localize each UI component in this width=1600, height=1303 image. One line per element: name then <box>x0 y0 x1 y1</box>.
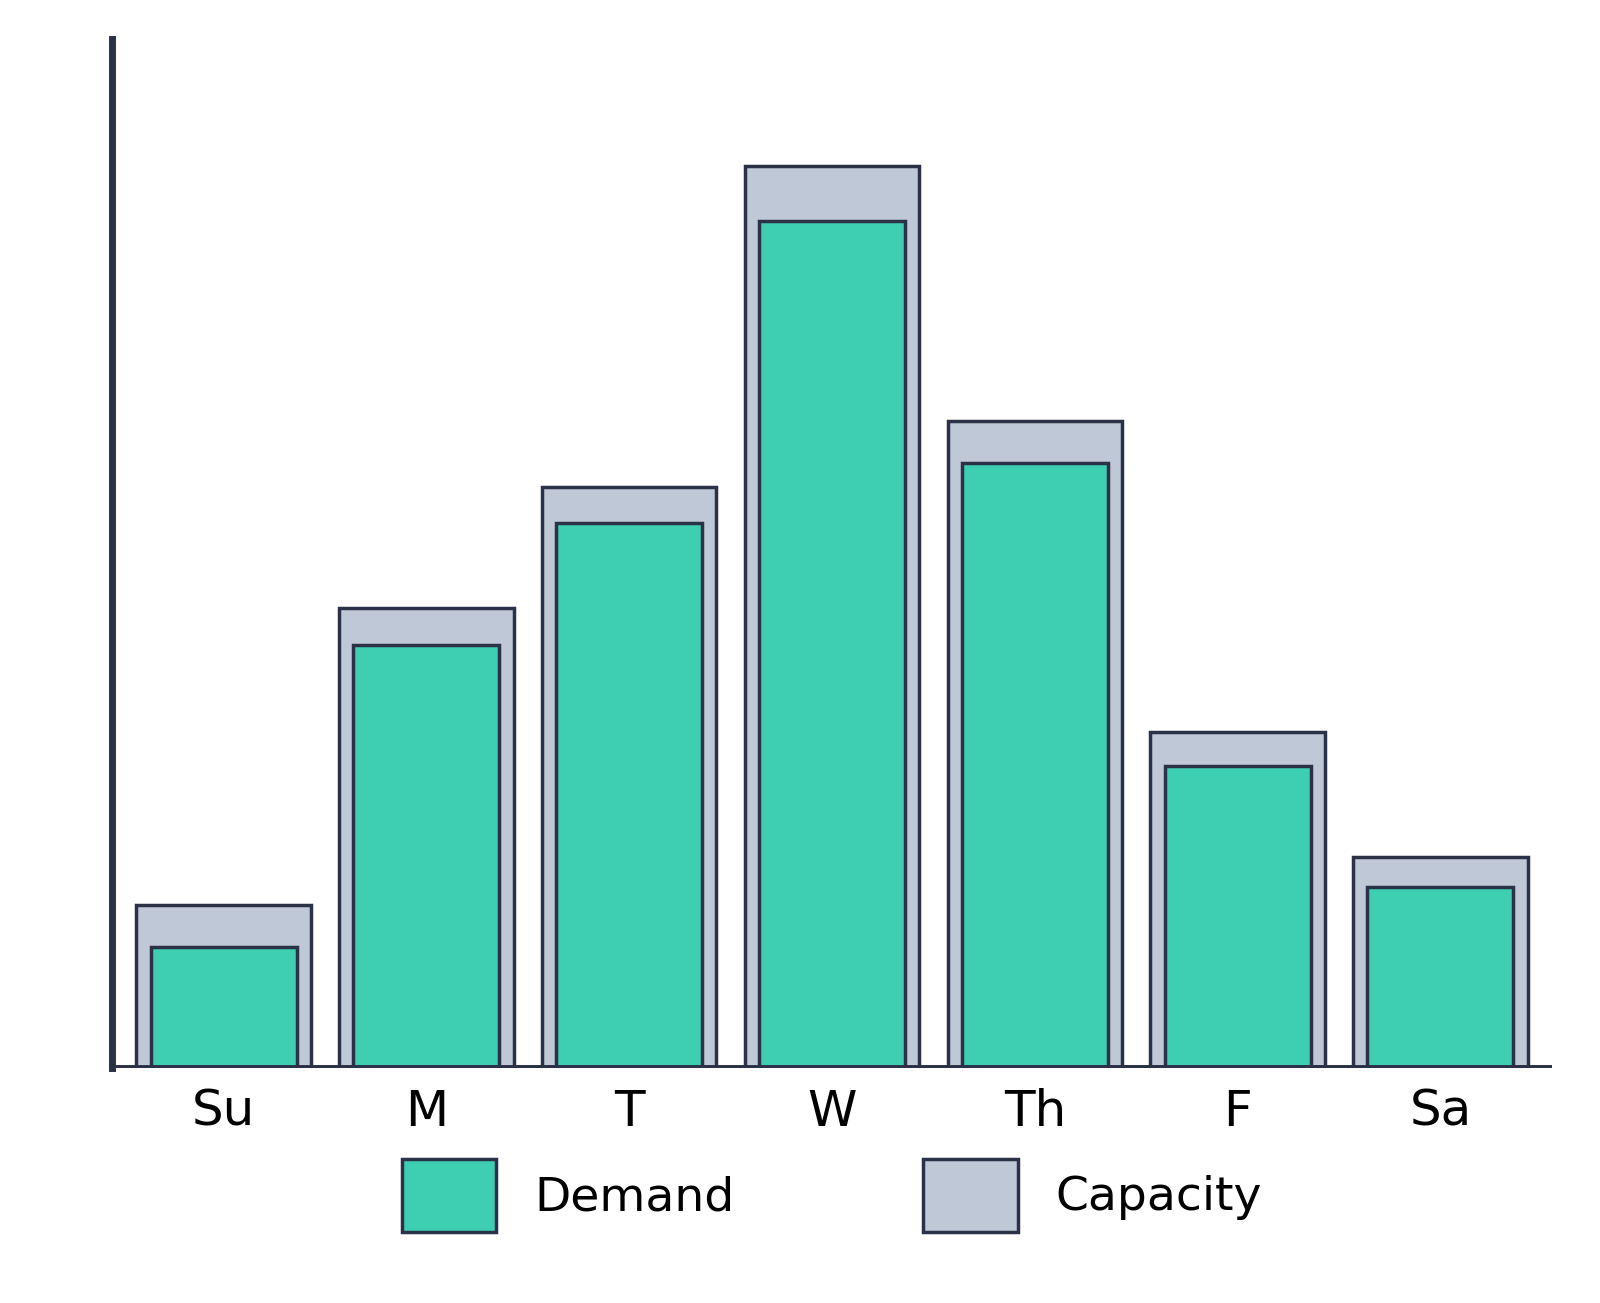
Bar <box>744 167 920 1068</box>
Legend: Demand, Capacity: Demand, Capacity <box>382 1140 1282 1251</box>
Bar <box>542 487 717 1068</box>
Bar <box>947 421 1122 1068</box>
Bar <box>339 609 514 1068</box>
Bar <box>557 524 702 1068</box>
Bar <box>962 463 1107 1068</box>
Bar <box>354 645 499 1068</box>
Bar <box>758 220 906 1068</box>
Bar <box>1165 766 1310 1068</box>
Bar <box>1354 856 1528 1068</box>
Bar <box>136 906 310 1068</box>
Bar <box>1150 732 1325 1068</box>
Bar <box>1368 887 1514 1068</box>
Bar <box>150 947 296 1068</box>
